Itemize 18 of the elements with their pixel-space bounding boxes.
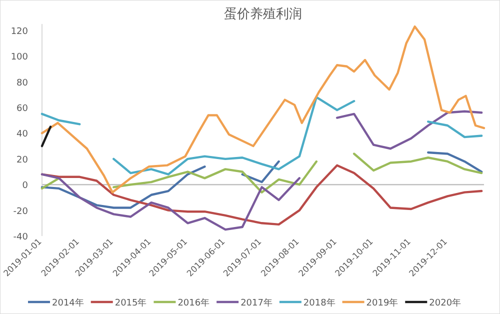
y-tick-label: -40 [13,232,28,242]
legend-label: 2020年 [429,298,462,308]
legend-label: 2014年 [52,298,84,308]
chart-title: 蛋价养殖利润 [224,6,302,22]
legend-label: 2016年 [178,298,210,308]
y-tick-label: 60 [16,104,28,114]
y-tick-label: 20 [16,155,28,166]
legend-label: 2015年 [114,298,147,308]
y-tick-label: 40 [16,130,28,140]
y-tick-label: 120 [10,26,28,37]
y-tick-label: 100 [10,52,28,63]
legend-label: 2018年 [303,298,336,308]
y-tick-label: 0 [22,181,28,192]
line-series [40,25,486,194]
legend-label: 2017年 [240,298,272,308]
y-tick-label: -20 [13,206,28,217]
legend-label: 2019年 [366,298,398,308]
y-tick-label: 80 [16,78,28,88]
